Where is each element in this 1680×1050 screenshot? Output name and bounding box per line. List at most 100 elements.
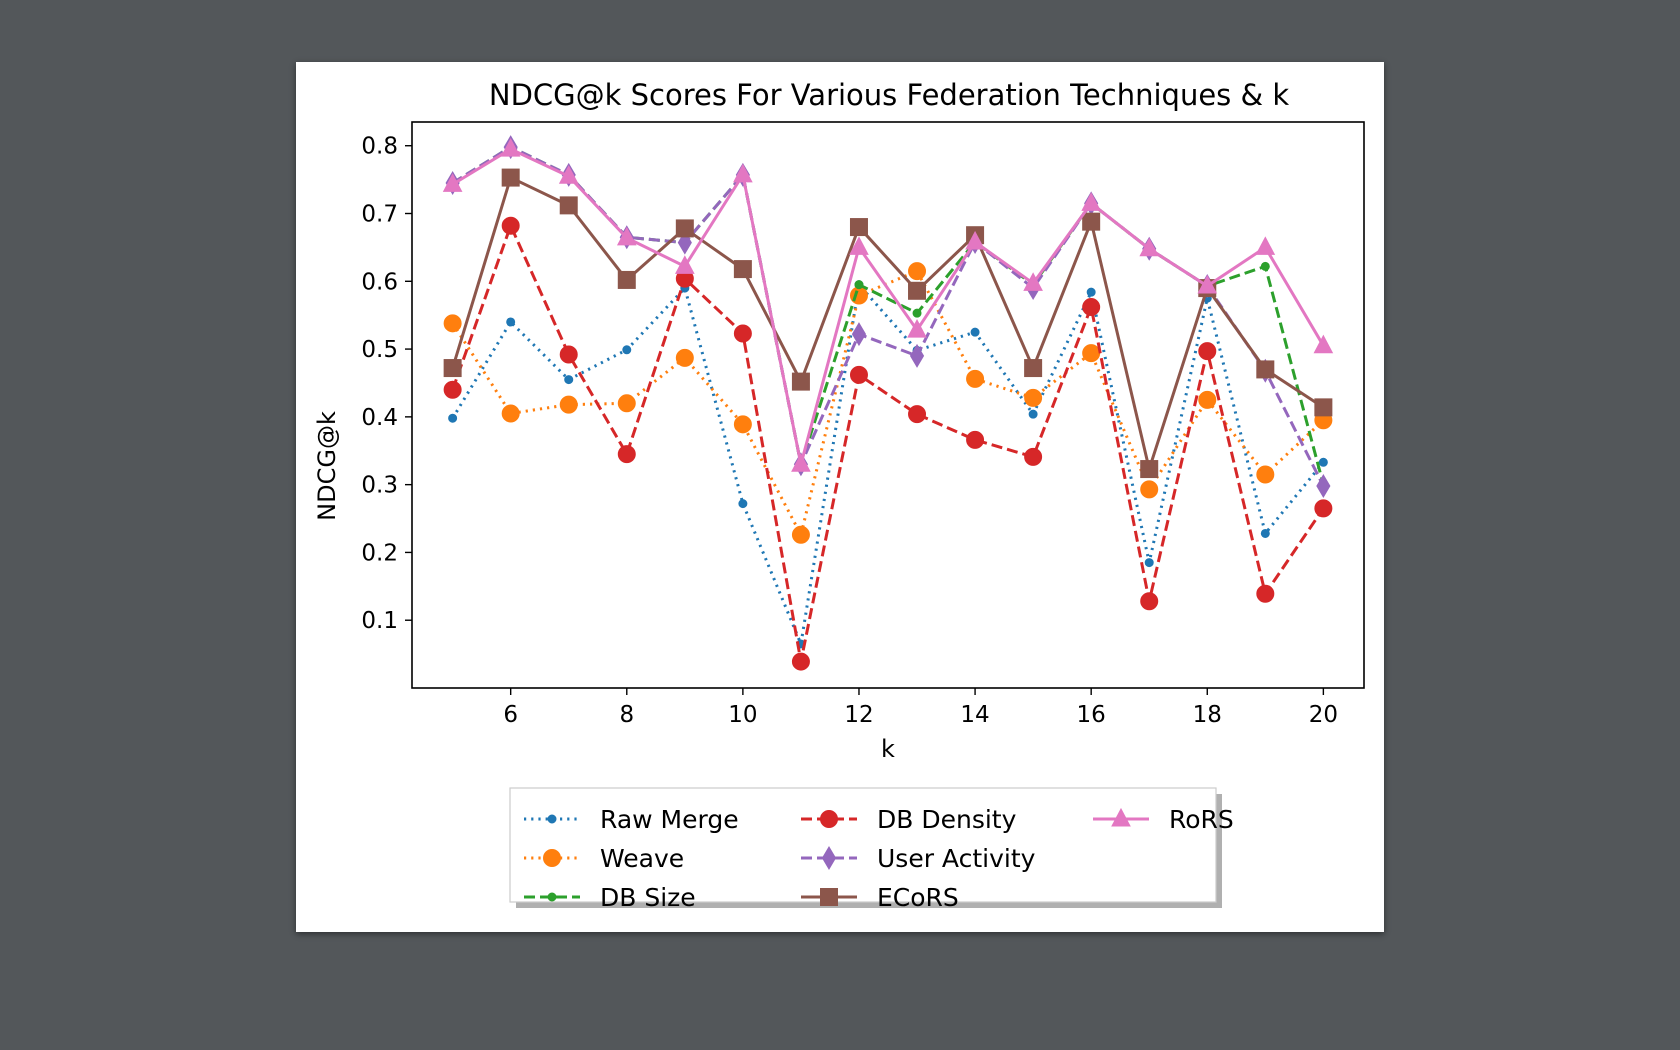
chart-canvas: NDCG@k Scores For Various Federation Tec… (313, 78, 1365, 912)
legend-item-raw-merge: Raw Merge (524, 805, 739, 834)
data-point (1313, 334, 1334, 354)
data-point (500, 138, 521, 157)
data-point (1318, 457, 1328, 467)
legend-swatch-marker (820, 810, 838, 828)
y-tick-label: 0.6 (361, 269, 398, 295)
data-point (849, 286, 868, 305)
series-line (451, 283, 1325, 646)
data-point (443, 359, 462, 378)
x-axis: 6 8 10 12 14 16 18 20 (503, 688, 1338, 728)
series-weave (443, 262, 1333, 544)
data-point (674, 255, 695, 274)
y-axis-label: NDCG@k (313, 411, 341, 521)
data-point (1082, 212, 1101, 231)
legend-swatch-marker (543, 849, 561, 867)
data-point (1144, 558, 1154, 568)
data-point (912, 308, 922, 318)
data-point (442, 173, 463, 192)
y-tick-label: 0.3 (361, 473, 398, 499)
legend-item-db-size: DB Size (524, 883, 696, 912)
data-point (1316, 474, 1331, 498)
plot-area (442, 135, 1334, 671)
data-point (849, 365, 868, 384)
y-axis: 0.1 0.2 0.3 0.4 0.5 0.6 0.7 0.8 (361, 134, 412, 634)
data-point (733, 163, 753, 183)
data-point (622, 345, 632, 355)
data-point (733, 260, 752, 279)
data-point (1024, 447, 1043, 466)
legend-item-db-density: DB Density (801, 805, 1017, 834)
data-point (1314, 499, 1333, 518)
data-point (733, 415, 752, 434)
data-point (559, 345, 578, 364)
x-tick-label: 14 (960, 702, 989, 728)
data-point (791, 525, 810, 544)
legend-box (509, 787, 1217, 903)
data-point (1082, 298, 1101, 317)
series-line (451, 224, 1325, 664)
data-point (738, 499, 748, 509)
series-db-density (443, 216, 1333, 671)
series-line (451, 145, 1325, 487)
data-point (559, 395, 578, 414)
data-point (1086, 287, 1096, 297)
data-point (1256, 465, 1275, 484)
data-point (1256, 360, 1275, 379)
legend-swatch-marker (820, 888, 838, 906)
data-point (1023, 272, 1043, 291)
data-point (851, 322, 867, 347)
data-point (501, 404, 520, 423)
series-line (451, 176, 1325, 471)
legend-label: DB Density (877, 805, 1017, 834)
x-tick-label: 12 (844, 702, 873, 728)
data-point (791, 652, 810, 671)
legend-label: User Activity (877, 844, 1036, 873)
data-point (1139, 237, 1160, 257)
data-point (966, 369, 985, 388)
legend-label: RoRS (1169, 805, 1234, 834)
data-point (849, 218, 868, 237)
x-tick-label: 10 (728, 702, 757, 728)
data-point (907, 319, 927, 338)
data-point (1314, 398, 1333, 417)
data-point (675, 219, 694, 238)
data-point (908, 405, 927, 424)
data-point (1028, 409, 1038, 419)
data-point (1255, 236, 1276, 255)
legend-label: Raw Merge (600, 805, 739, 834)
series-db-size (448, 142, 1328, 490)
legend-swatch-marker (1111, 807, 1131, 827)
data-point (1198, 390, 1217, 409)
legend-item-ecors: ECoRS (801, 883, 959, 912)
legend-swatch-marker (547, 892, 557, 902)
y-tick-label: 0.5 (361, 337, 398, 363)
y-tick-label: 0.7 (361, 202, 398, 228)
data-point (617, 270, 636, 289)
data-point (965, 230, 985, 250)
legend-item-rors: RoRS (1093, 805, 1234, 834)
data-point (443, 314, 462, 333)
data-point (966, 430, 985, 449)
data-point (909, 343, 925, 368)
data-point (908, 262, 927, 281)
data-point (791, 453, 811, 472)
legend-label: ECoRS (877, 883, 959, 912)
legend-item-weave: Weave (524, 844, 684, 873)
data-point (506, 317, 516, 327)
plot-frame (411, 121, 1365, 689)
series-rors (442, 138, 1334, 472)
data-point (1197, 274, 1218, 294)
data-point (733, 324, 752, 343)
x-tick-label: 8 (619, 702, 634, 728)
x-tick-label: 20 (1309, 702, 1338, 728)
data-point (849, 236, 869, 255)
legend: Raw Merge Weave DB Size DB Density User Acti… (509, 787, 1234, 912)
x-axis-label: k (881, 735, 895, 763)
data-point (558, 165, 579, 184)
data-point (617, 394, 636, 413)
legend-label: Weave (600, 844, 684, 873)
data-point (1024, 388, 1043, 407)
series-line (451, 269, 1325, 537)
legend-label: DB Size (600, 883, 696, 912)
data-point (1198, 342, 1217, 361)
